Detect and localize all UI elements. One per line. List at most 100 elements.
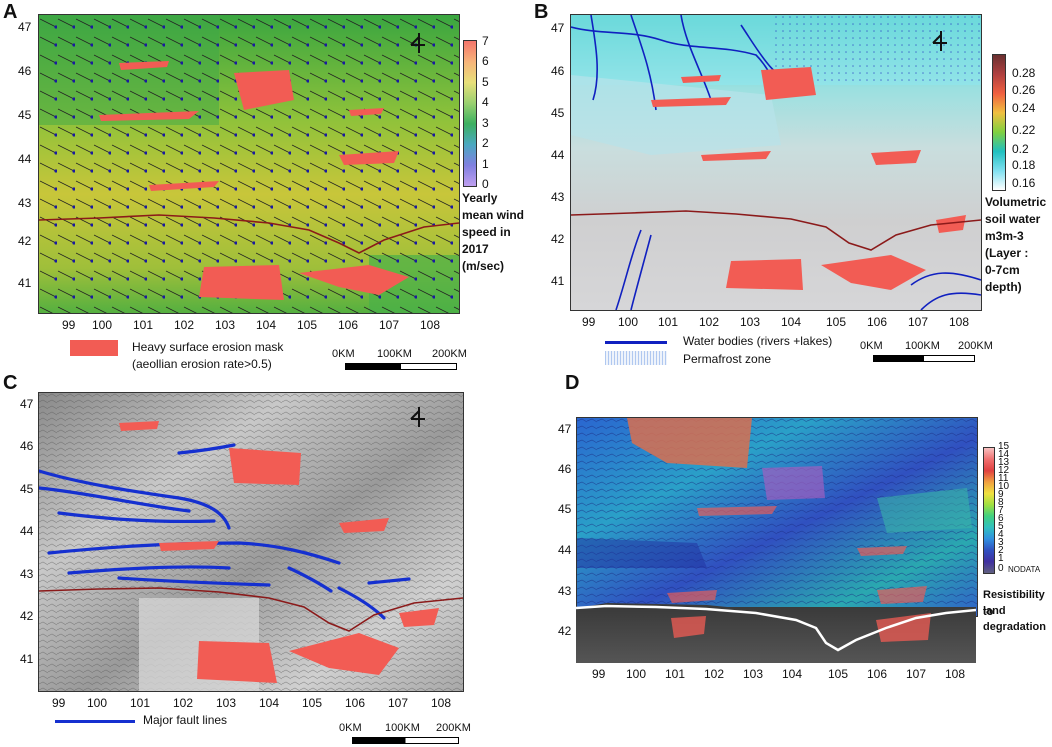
fault-legend-label: Major fault lines <box>143 713 228 727</box>
x-tick: 107 <box>379 318 400 332</box>
x-tick: 102 <box>704 667 725 681</box>
colorbar-title-line: (m/sec) <box>462 259 505 273</box>
panel-a-wind-map <box>38 14 460 314</box>
colorbar-tick: 2 <box>998 545 1004 556</box>
y-tick: 45 <box>18 108 32 122</box>
x-tick: 105 <box>302 696 323 710</box>
colorbar-tick: 5 <box>482 75 489 89</box>
colorbar-tick: 0.26 <box>1012 83 1036 97</box>
y-tick: 47 <box>18 20 32 34</box>
colorbar-tick: 9 <box>998 489 1004 500</box>
panel-c-fault-map <box>38 392 464 692</box>
scale-label: 100KM <box>377 348 412 360</box>
scale-label: 200KM <box>436 722 471 734</box>
y-tick: 42 <box>558 624 572 638</box>
x-tick: 105 <box>828 667 849 681</box>
water-legend-label: Water bodies (rivers +lakes) <box>683 334 833 348</box>
x-tick: 108 <box>949 315 970 329</box>
panel-d-letter: D <box>565 372 580 394</box>
permafrost-legend-label: Permafrost zone <box>683 352 772 366</box>
x-tick: 101 <box>133 318 154 332</box>
x-tick: 104 <box>781 315 802 329</box>
y-tick: 47 <box>20 397 34 411</box>
x-tick: 106 <box>867 315 888 329</box>
x-tick: 101 <box>665 667 686 681</box>
x-tick: 101 <box>658 315 679 329</box>
colorbar-title-line: mean wind <box>462 208 525 222</box>
y-tick: 43 <box>20 567 34 581</box>
x-tick: 106 <box>345 696 366 710</box>
panel-b-letter: B <box>534 1 549 23</box>
north-arrow-icon <box>410 407 425 427</box>
x-tick: 107 <box>906 667 927 681</box>
x-tick: 103 <box>740 315 761 329</box>
x-tick: 104 <box>256 318 277 332</box>
y-tick: 42 <box>20 609 34 623</box>
colorbar-title-line: Resistibility to <box>983 589 1045 618</box>
x-tick: 105 <box>826 315 847 329</box>
panel-c-letter: C <box>3 372 18 394</box>
border-line-b <box>571 210 981 251</box>
x-tick: 101 <box>130 696 151 710</box>
nodata-label: NODATA <box>1008 565 1041 574</box>
y-tick: 42 <box>18 234 32 248</box>
y-tick: 45 <box>551 106 565 120</box>
y-tick: 44 <box>18 152 32 166</box>
x-tick: 100 <box>618 315 639 329</box>
colorbar-title-line: m3m-3 <box>985 229 1024 243</box>
x-tick: 103 <box>216 696 237 710</box>
colorbar-tick: 15 <box>998 441 1010 452</box>
x-tick: 102 <box>699 315 720 329</box>
erosion-legend-label: (aeollian erosion rate>0.5) <box>132 357 272 371</box>
y-tick: 47 <box>558 422 572 436</box>
x-tick: 102 <box>174 318 195 332</box>
colorbar-title-line: depth) <box>985 280 1022 294</box>
panel-a-letter: A <box>3 1 18 23</box>
colorbar-title-line: Yearly <box>462 191 498 205</box>
colorbar-title-line: degradation <box>983 621 1046 633</box>
x-tick: 99 <box>592 667 606 681</box>
panel-d-resistibility-map <box>576 417 978 617</box>
erosion-mask-a <box>99 61 409 300</box>
scale-label: 100KM <box>385 722 420 734</box>
colorbar-tick: 1 <box>482 157 489 171</box>
erosion-mask-c <box>119 421 439 683</box>
colorbar-tick: 0 <box>482 177 489 191</box>
y-tick: 46 <box>20 439 34 453</box>
panel-a-scale-bar <box>345 363 457 370</box>
fault-legend-line <box>55 720 135 723</box>
colorbar-tick: 11 <box>998 473 1009 484</box>
y-tick: 41 <box>18 276 32 290</box>
permafrost-legend-swatch <box>605 351 667 365</box>
x-tick: 106 <box>867 667 888 681</box>
colorbar-tick: 0.24 <box>1012 101 1036 115</box>
x-tick: 107 <box>388 696 409 710</box>
erosion-mask-d-south <box>671 613 931 642</box>
x-tick: 103 <box>215 318 236 332</box>
y-tick: 46 <box>551 64 565 78</box>
colorbar-tick: 0.28 <box>1012 66 1036 80</box>
y-tick: 45 <box>558 502 572 516</box>
x-tick: 104 <box>782 667 803 681</box>
water-legend-line <box>605 341 667 344</box>
colorbar-tick: 0.2 <box>1012 142 1029 156</box>
y-tick: 43 <box>18 196 32 210</box>
colorbar-tick: 6 <box>998 513 1004 524</box>
colorbar-title-line: soil water <box>985 212 1041 226</box>
colorbar-tick: 14 <box>998 449 1010 460</box>
erosion-mask-b <box>651 67 966 290</box>
panel-d-colorbar <box>983 447 995 574</box>
colorbar-tick: 8 <box>998 497 1004 508</box>
border-line-a <box>39 214 459 254</box>
y-tick: 41 <box>20 652 34 666</box>
fault-lines-c <box>39 443 411 620</box>
colorbar-title-line: land <box>983 605 1006 617</box>
north-arrow-icon <box>410 33 425 53</box>
colorbar-tick: 10 <box>998 481 1010 492</box>
colorbar-tick: 7 <box>998 505 1004 516</box>
x-tick: 104 <box>259 696 280 710</box>
north-arrow-icon <box>932 31 947 51</box>
y-tick: 41 <box>551 274 565 288</box>
colorbar-tick: 0.16 <box>1012 176 1036 190</box>
scale-label: 0KM <box>860 340 883 352</box>
